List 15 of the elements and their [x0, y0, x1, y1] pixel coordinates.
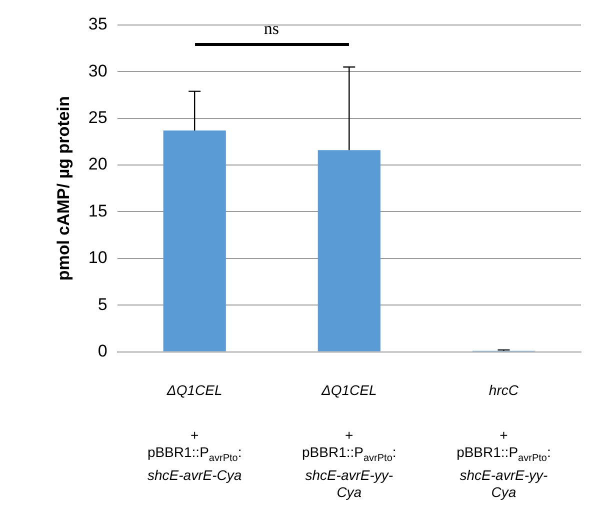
annotation: ns [264, 19, 279, 39]
category-label: ΔQ1CEL + pBBR1::P$_{avrPto}$: shcE-avrE-Cya [147, 382, 242, 483]
y-tick-label: 0 [98, 341, 108, 360]
category-label: ΔQ1CEL + pBBR1::P$_{avrPto}$: shcE-avrE-yy- Cya [302, 382, 396, 500]
bar [163, 130, 226, 352]
y-tick-label: 10 [88, 248, 108, 268]
y-tick-label: 25 [88, 108, 108, 128]
bar [318, 150, 380, 352]
y-tick-label: 5 [98, 294, 108, 314]
y-tick-label: 15 [88, 201, 108, 220]
y-tick-label: 30 [88, 61, 108, 80]
y-tick-label: 35 [88, 14, 108, 34]
category-label: hrcC + pBBR1::P$_{avrPto}$: shcE-avrE-yy- Cya [456, 382, 551, 500]
y-axis-title: pmol cAMP/ µg protein [54, 96, 73, 281]
y-tick-label: 20 [88, 154, 108, 174]
